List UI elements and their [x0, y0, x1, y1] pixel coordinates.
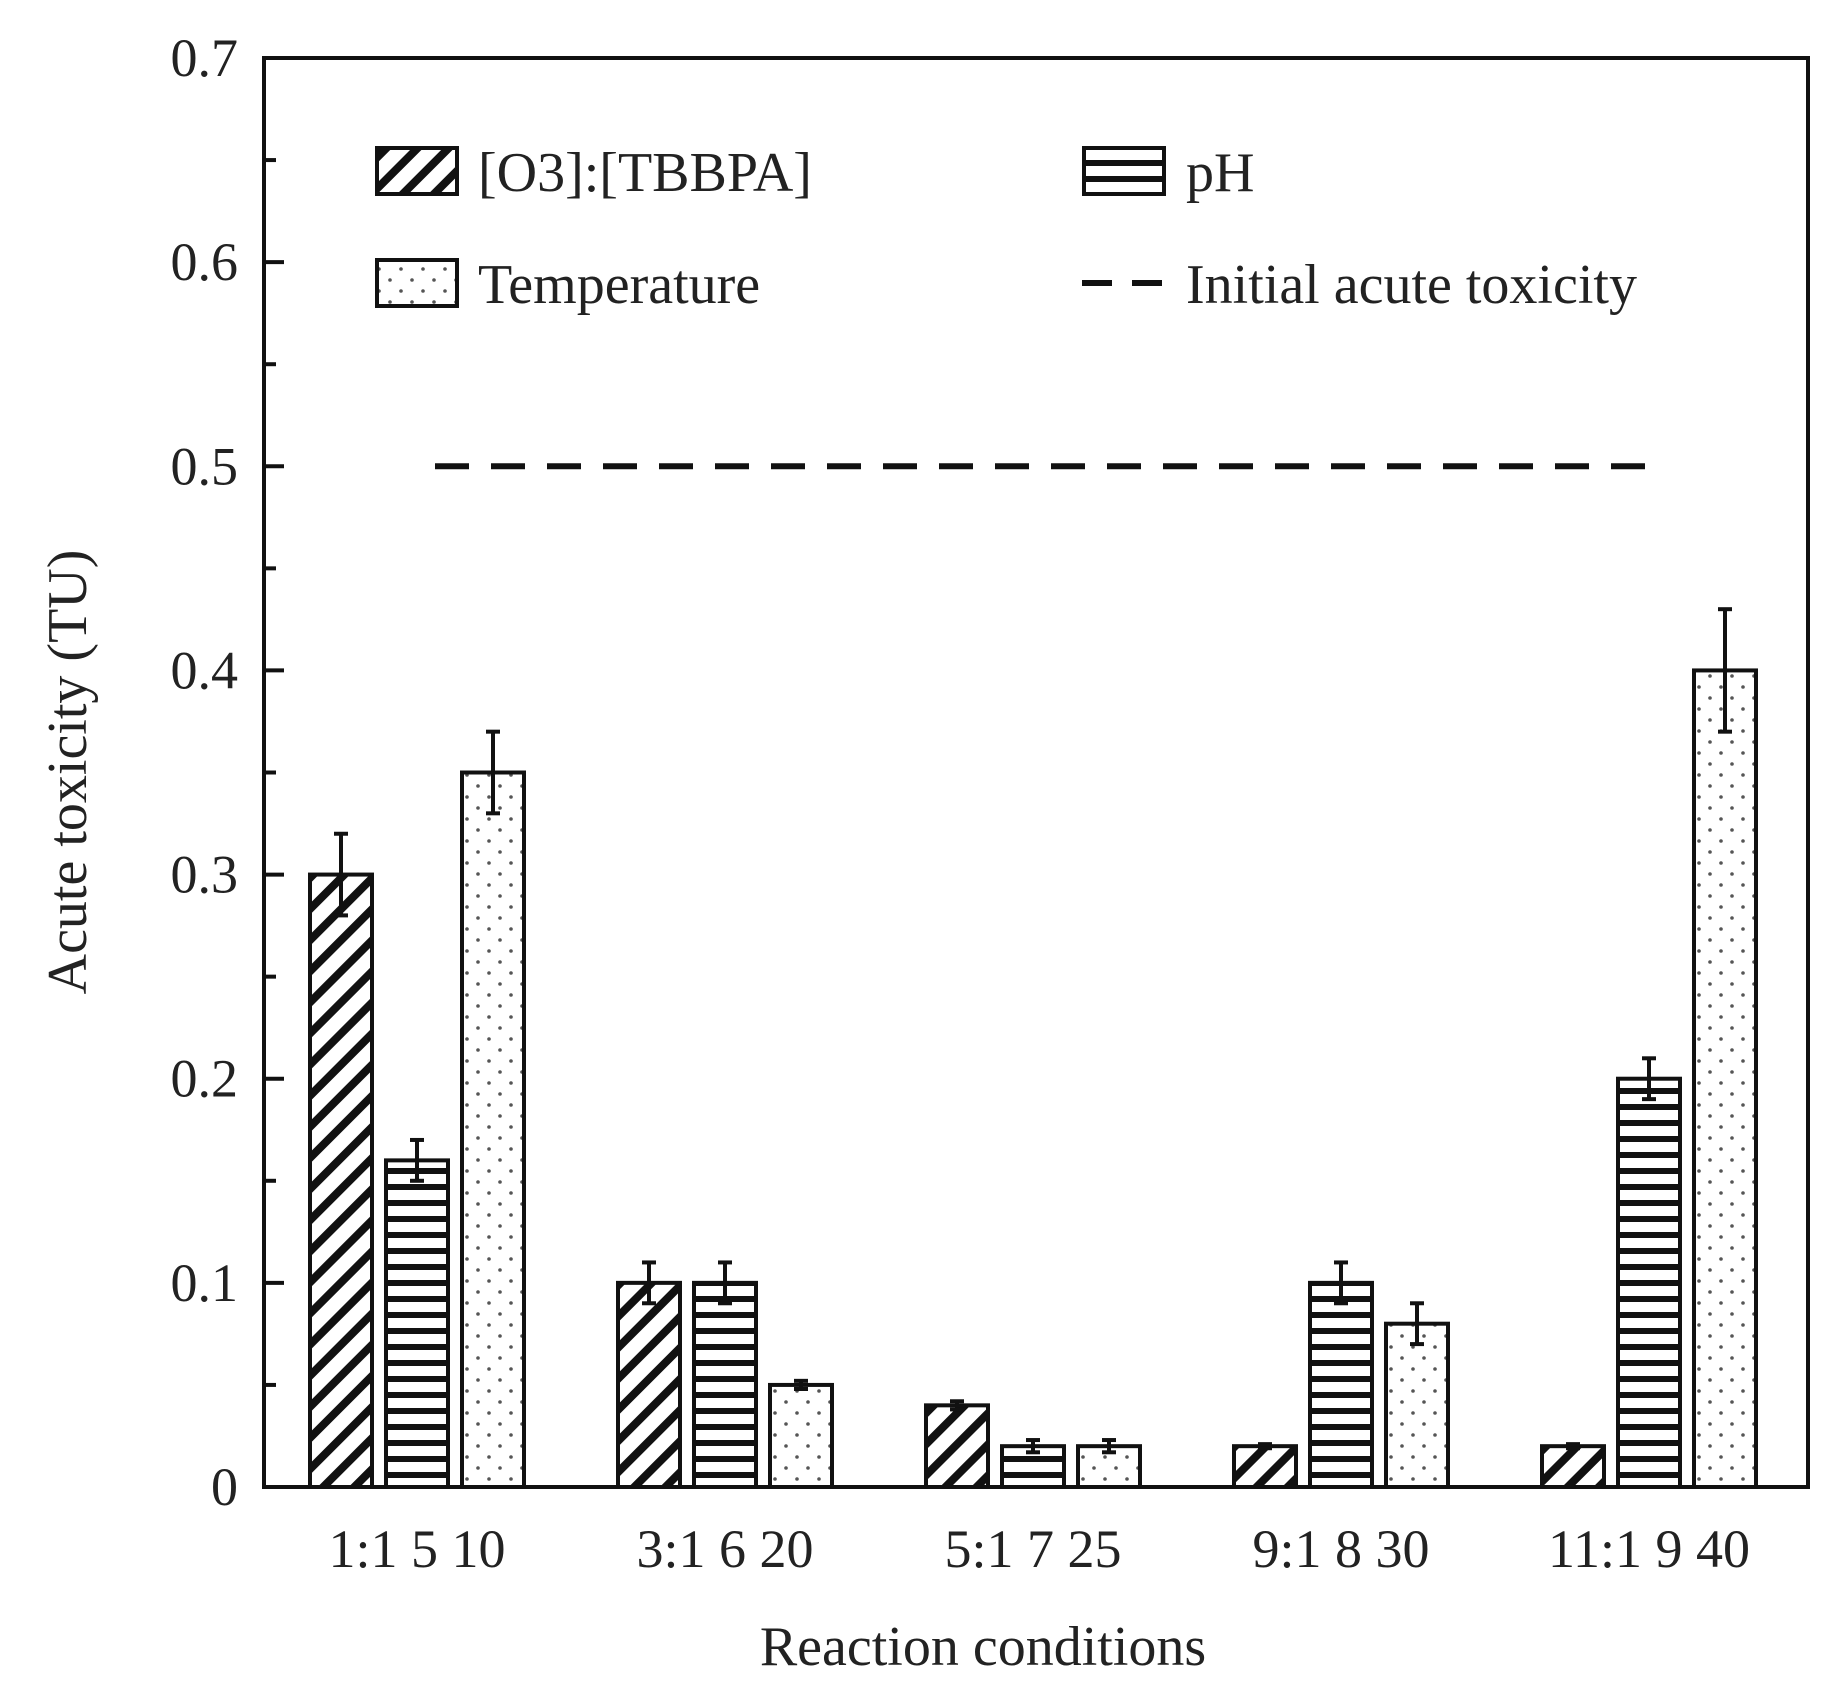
- y-tick-label: 0.2: [171, 1049, 239, 1109]
- y-tick-label: 0.1: [171, 1253, 239, 1313]
- x-group-label: 1:1 5 10: [328, 1519, 505, 1579]
- legend-swatch-o3-tbbpa: [375, 146, 459, 196]
- bar-temperature: [1692, 668, 1758, 1489]
- legend: [O3]:[TBBPA] pH Temperature Initial acut…: [375, 142, 1637, 316]
- bar-temperature: [460, 770, 526, 1489]
- x-axis-title: Reaction conditions: [760, 1616, 1206, 1678]
- bar-ph: [1308, 1280, 1374, 1490]
- bars: [308, 607, 1758, 1490]
- y-tick-label: 0.4: [171, 640, 239, 700]
- x-group-label: 11:1 9 40: [1548, 1519, 1750, 1579]
- x-group-label: 9:1 8 30: [1252, 1519, 1429, 1579]
- y-axis: 0 0.1 0.2 0.3 0.4 0.5 0.6 0.7: [171, 28, 284, 1517]
- y-axis-title: Acute toxicity (TU): [37, 550, 99, 995]
- x-group-label: 5:1 7 25: [944, 1519, 1121, 1579]
- legend-label-initial-toxicity: Initial acute toxicity: [1186, 254, 1637, 316]
- bar-ph: [384, 1158, 450, 1490]
- legend-swatch-temperature: [375, 258, 459, 308]
- legend-label-ph: pH: [1186, 142, 1254, 204]
- legend-swatch-ph: [1082, 146, 1166, 196]
- y-tick-label: 0: [211, 1457, 238, 1517]
- bar-o3-tbbpa: [308, 872, 374, 1489]
- y-tick-label: 0.3: [171, 845, 239, 905]
- bar-ph: [1616, 1076, 1682, 1489]
- y-tick-label: 0.6: [171, 232, 239, 292]
- y-tick-label: 0.5: [171, 436, 239, 496]
- bar-o3-tbbpa: [1232, 1444, 1298, 1489]
- bar-o3-tbbpa: [616, 1280, 682, 1490]
- y-tick-label: 0.7: [171, 28, 239, 88]
- bar-ph: [692, 1280, 758, 1490]
- bar-o3-tbbpa: [1540, 1444, 1606, 1489]
- bar-temperature: [768, 1382, 834, 1490]
- bar-o3-tbbpa: [924, 1403, 990, 1490]
- legend-label-o3-tbbpa: [O3]:[TBBPA]: [478, 142, 812, 204]
- x-group-label: 3:1 6 20: [636, 1519, 813, 1579]
- legend-label-temperature: Temperature: [478, 254, 760, 316]
- x-axis-labels: 1:1 5 10 3:1 6 20 5:1 7 25 9:1 8 30 11:1 9 4…: [328, 1519, 1750, 1579]
- bar-temperature: [1384, 1321, 1450, 1489]
